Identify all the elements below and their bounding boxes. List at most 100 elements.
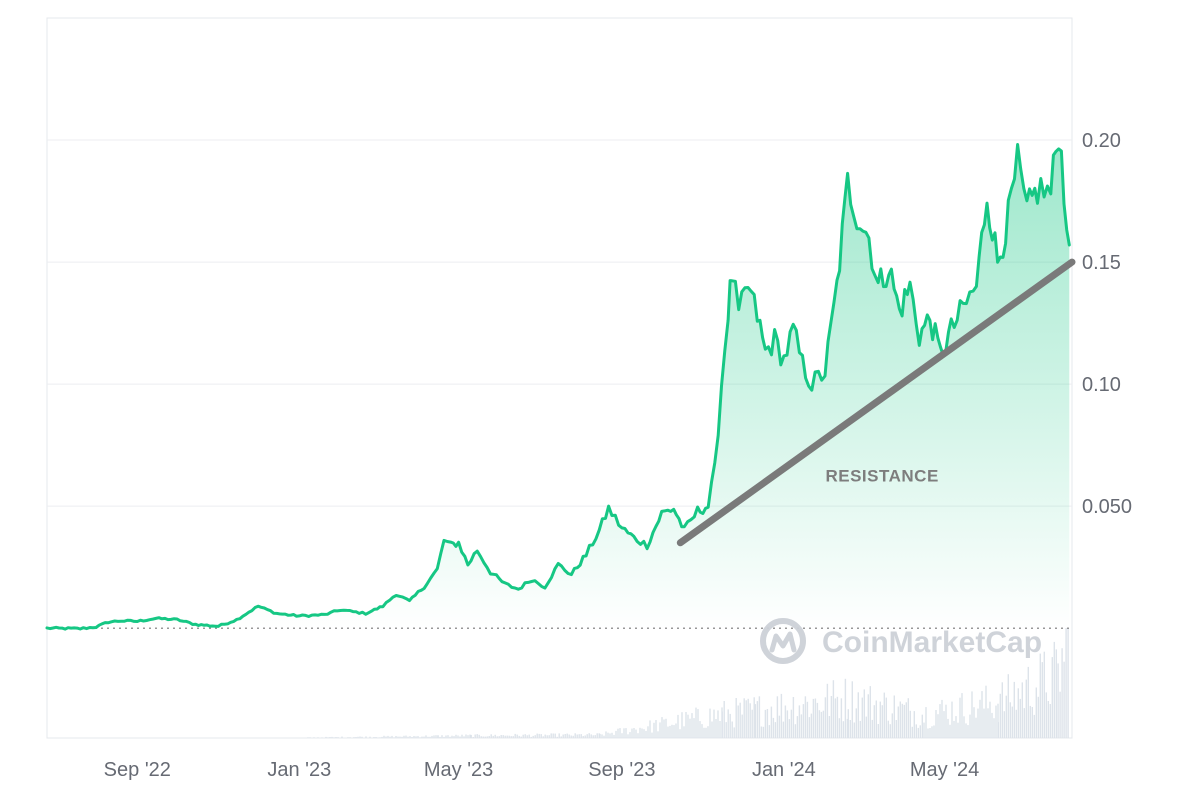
volume-bar <box>387 735 389 738</box>
volume-bar <box>647 726 649 738</box>
volume-bar <box>719 721 721 738</box>
volume-bar <box>427 736 429 738</box>
volume-bar <box>895 720 897 738</box>
volume-bar <box>603 735 605 738</box>
volume-bar <box>347 737 349 738</box>
volume-bar <box>973 707 975 738</box>
volume-bar <box>969 714 971 738</box>
volume-bar <box>480 736 482 738</box>
volume-bar <box>715 719 717 738</box>
volume-bar <box>828 716 831 738</box>
volume-bar <box>572 735 574 738</box>
volume-bar <box>891 713 893 738</box>
volume-bar <box>983 708 985 738</box>
volume-bar <box>508 735 510 738</box>
volume-bar <box>818 710 821 738</box>
volume-bar <box>643 729 645 738</box>
x-tick-label: May '24 <box>910 759 979 781</box>
volume-bar <box>935 710 937 738</box>
volume-bar <box>1011 706 1013 738</box>
resistance-label: RESISTANCE <box>825 467 938 486</box>
volume-bar <box>971 691 973 738</box>
volume-bar <box>353 737 355 738</box>
volume-bar <box>383 735 385 738</box>
y-tick-label: 0.050 <box>1082 496 1132 518</box>
volume-bar <box>307 737 309 738</box>
volume-bar <box>385 736 387 738</box>
volume-bar <box>1067 628 1069 738</box>
volume-bar <box>883 692 885 738</box>
volume-bar <box>574 733 576 738</box>
price-area-fill <box>47 144 1070 630</box>
volume-bar <box>782 721 785 738</box>
volume-bar <box>407 736 409 738</box>
volume-bar <box>735 698 737 738</box>
volume-bar <box>981 691 983 738</box>
volume-bar <box>451 735 453 738</box>
gridlines <box>47 139 1072 507</box>
volume-bar <box>959 697 961 738</box>
x-tick-label: May '23 <box>424 759 493 781</box>
volume-bar <box>502 735 504 738</box>
volume-bar <box>677 714 679 738</box>
volume-bar <box>867 694 869 738</box>
volume-bar <box>645 730 647 738</box>
volume-bar <box>1039 653 1041 738</box>
volume-bar <box>568 734 570 738</box>
volume-bar <box>931 726 933 738</box>
volume-bar <box>917 727 919 738</box>
volume-bar <box>965 723 967 738</box>
volume-bar <box>605 731 607 738</box>
volume-bar <box>979 699 981 738</box>
volume-bar <box>582 736 584 738</box>
volume-bar <box>453 736 455 738</box>
volume-bar <box>459 736 461 738</box>
volume-bar <box>849 720 851 738</box>
volume-bar <box>685 712 687 738</box>
volume-bar <box>613 734 615 738</box>
volume-bar <box>753 697 755 738</box>
volume-bar <box>1027 666 1029 738</box>
volume-bar <box>669 725 671 738</box>
volume-bar <box>625 728 627 738</box>
volume-bar <box>955 716 957 738</box>
volume-bar <box>393 737 395 738</box>
volume-bar <box>774 722 777 738</box>
volume-bar <box>993 718 995 738</box>
volume-bar <box>1021 682 1023 738</box>
y-tick-label: 0.15 <box>1082 252 1121 274</box>
volume-bar <box>957 722 959 738</box>
volume-bar <box>778 715 781 738</box>
volume-bar <box>961 693 963 738</box>
volume-bar <box>1033 714 1035 738</box>
volume-bar <box>830 696 833 738</box>
volume-bar <box>1057 663 1059 738</box>
volume-bar <box>615 730 617 738</box>
volume-bar <box>762 726 765 738</box>
volume-bar <box>949 724 951 738</box>
volume-bar <box>999 693 1001 738</box>
volume-bar <box>496 736 498 738</box>
volume-bar <box>335 737 337 738</box>
volume-bar <box>758 696 761 738</box>
resistance-trendline <box>676 258 1076 547</box>
volume-bar <box>853 722 855 738</box>
volume-bar <box>824 697 827 738</box>
volume-bar <box>317 737 319 738</box>
volume-bar <box>826 683 829 738</box>
volume-bar <box>421 736 423 738</box>
volume-bar <box>727 709 729 738</box>
volume-bar <box>865 716 867 738</box>
volume-bar <box>653 722 655 738</box>
volume-bar <box>494 734 496 738</box>
volume-bar <box>520 736 522 738</box>
volume-bar <box>657 731 659 738</box>
volume-bar <box>1037 696 1039 738</box>
volume-bar <box>844 678 847 738</box>
volume-bar <box>584 735 586 738</box>
volume-bar <box>1009 702 1011 738</box>
volume-bar <box>1017 688 1019 738</box>
volume-bar <box>437 735 439 738</box>
volume-bar <box>929 728 931 738</box>
volume-bar <box>433 735 435 738</box>
